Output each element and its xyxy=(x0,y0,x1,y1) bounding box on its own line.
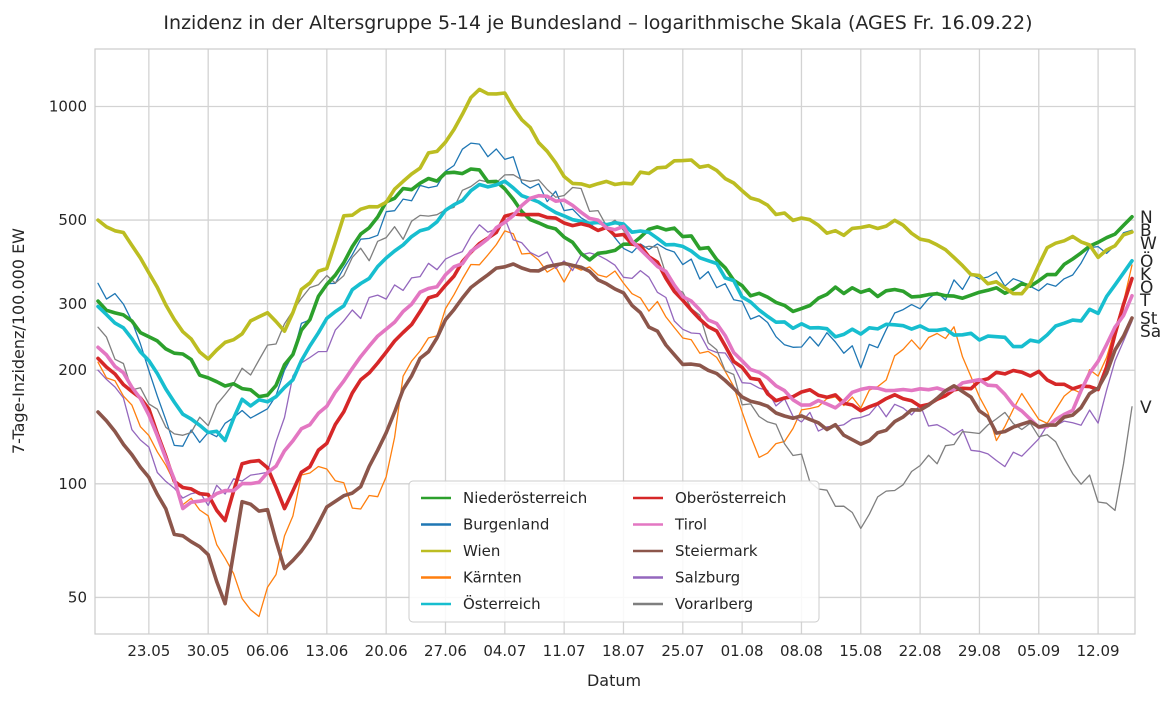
x-tick-label: 23.05 xyxy=(127,642,170,660)
x-tick-label: 30.05 xyxy=(187,642,230,660)
x-axis-ticks: 23.05 30.05 06.06 13.06 20.06 27.06 04.07 11.07… xyxy=(127,642,1119,660)
series-line xyxy=(97,230,1133,618)
series-end-label: N xyxy=(1140,208,1153,228)
y-tick-label: 500 xyxy=(58,211,87,229)
y-tick-label: 50 xyxy=(68,588,87,606)
series-line xyxy=(97,217,1133,507)
x-tick-label: 13.06 xyxy=(305,642,348,660)
legend-entry: Tirol xyxy=(674,516,707,534)
series-end-label: B xyxy=(1140,221,1152,241)
y-tick-label: 100 xyxy=(58,475,87,493)
legend-entry: Wien xyxy=(463,542,500,560)
x-tick-label: 29.08 xyxy=(958,642,1001,660)
series-end-label: Ö xyxy=(1140,250,1153,272)
x-tick-label: 15.08 xyxy=(839,642,882,660)
series-line xyxy=(96,87,1134,361)
legend-entry: Burgenland xyxy=(463,516,549,534)
series-end-label: St xyxy=(1140,309,1158,329)
series-line xyxy=(96,193,1134,511)
legend-box xyxy=(408,480,820,623)
series-end-label: K xyxy=(1140,265,1152,285)
legend: Niederösterreich Burgenland Wien Kärnten Öst… xyxy=(408,480,820,623)
series-end-label: V xyxy=(1140,398,1152,418)
series-lines xyxy=(96,87,1134,618)
legend-entry: Niederösterreich xyxy=(463,489,587,507)
legend-entry: Österreich xyxy=(463,594,541,613)
legend-entry: Kärnten xyxy=(463,569,522,587)
x-tick-label: 11.07 xyxy=(543,642,586,660)
legend-entry: Oberösterreich xyxy=(675,489,786,507)
legend-entry: Vorarlberg xyxy=(675,595,753,613)
chart-title: Inzidenz in der Altersgruppe 5-14 je Bun… xyxy=(163,12,1032,34)
series-end-label: W xyxy=(1140,234,1157,254)
y-axis-label: 7-Tage-Inzidenz/100.000 EW xyxy=(9,228,28,454)
series-line xyxy=(96,167,1134,399)
y-tick-label: 1000 xyxy=(49,97,87,115)
series-line xyxy=(97,142,1133,447)
y-axis-ticks: 50 100 200 300 500 1000 xyxy=(49,97,87,606)
x-tick-label: 27.06 xyxy=(424,642,467,660)
series-end-label: O xyxy=(1140,278,1153,298)
legend-entry: Steiermark xyxy=(675,542,758,560)
x-tick-label: 25.07 xyxy=(661,642,704,660)
x-tick-label: 22.08 xyxy=(899,642,942,660)
y-tick-label: 300 xyxy=(58,295,87,313)
x-tick-label: 18.07 xyxy=(602,642,645,660)
series-end-label: Sa xyxy=(1140,322,1161,342)
plot-frame xyxy=(94,48,1136,635)
legend-entry: Salzburg xyxy=(675,569,740,587)
series-line xyxy=(96,261,1134,606)
series-line xyxy=(96,179,1134,443)
x-tick-label: 01.08 xyxy=(721,642,764,660)
x-tick-label: 08.08 xyxy=(780,642,823,660)
x-tick-label: 06.06 xyxy=(246,642,289,660)
x-tick-label: 04.07 xyxy=(483,642,526,660)
y-tick-label: 200 xyxy=(58,361,87,379)
x-tick-label: 05.09 xyxy=(1017,642,1060,660)
series-line xyxy=(97,174,1133,530)
x-tick-label: 20.06 xyxy=(365,642,408,660)
x-tick-label: 12.09 xyxy=(1077,642,1120,660)
series-end-label: T xyxy=(1139,291,1151,311)
x-axis-label: Datum xyxy=(587,671,641,690)
